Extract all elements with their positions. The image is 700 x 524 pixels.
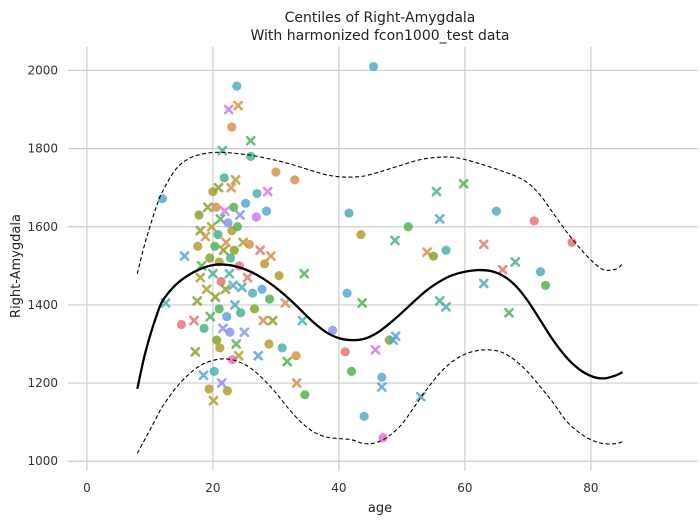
data-point-circle <box>341 347 350 356</box>
data-point-circle <box>291 351 300 360</box>
data-point-circle <box>347 367 356 376</box>
data-point-circle <box>404 222 413 231</box>
data-point-circle <box>193 242 202 251</box>
data-point-circle <box>252 212 261 221</box>
data-point-circle <box>213 230 222 239</box>
data-point-circle <box>230 246 239 255</box>
data-point-circle <box>278 343 287 352</box>
data-point-circle <box>369 62 378 71</box>
y-tick-label: 1800 <box>27 142 58 156</box>
data-point-circle <box>177 320 186 329</box>
data-point-circle <box>377 373 386 382</box>
data-point-circle <box>344 208 353 217</box>
data-point-circle <box>210 367 219 376</box>
data-point-circle <box>223 218 232 227</box>
data-point-circle <box>441 246 450 255</box>
data-point-circle <box>252 189 261 198</box>
x-tick-label: 80 <box>583 481 598 495</box>
data-point-circle <box>360 412 369 421</box>
data-point-circle <box>541 281 550 290</box>
data-point-circle <box>226 253 235 262</box>
data-point-circle <box>300 390 309 399</box>
y-axis-label: Right-Amygdala <box>9 214 24 318</box>
data-point-circle <box>222 312 231 321</box>
data-point-circle <box>241 199 250 208</box>
data-point-circle <box>262 207 271 216</box>
data-point-circle <box>265 294 274 303</box>
data-point-circle <box>356 230 365 239</box>
data-point-circle <box>246 152 255 161</box>
y-tick-label: 2000 <box>27 63 58 77</box>
data-point-circle <box>536 267 545 276</box>
data-point-circle <box>232 81 241 90</box>
data-point-circle <box>492 207 501 216</box>
data-point-circle <box>264 339 273 348</box>
x-tick-label: 60 <box>457 481 472 495</box>
data-point-circle <box>271 167 280 176</box>
data-point-circle <box>205 253 214 262</box>
data-point-circle <box>194 210 203 219</box>
data-point-circle <box>215 304 224 313</box>
y-tick-label: 1600 <box>27 220 58 234</box>
data-point-circle <box>220 173 229 182</box>
data-point-circle <box>245 240 254 249</box>
data-point-circle <box>199 324 208 333</box>
chart-subtitle: With harmonized fcon1000_test data <box>250 28 509 44</box>
x-axis-label: age <box>368 501 392 516</box>
data-point-circle <box>250 304 259 313</box>
data-point-circle <box>274 271 283 280</box>
data-point-circle <box>210 242 219 251</box>
y-tick-label: 1200 <box>27 376 58 390</box>
data-point-circle <box>530 216 539 225</box>
data-point-circle <box>248 289 257 298</box>
y-tick-label: 1000 <box>27 454 58 468</box>
data-point-circle <box>205 384 214 393</box>
data-point-circle <box>257 285 266 294</box>
x-tick-label: 0 <box>83 481 91 495</box>
data-point-circle <box>236 308 245 317</box>
data-point-circle <box>211 203 220 212</box>
data-point-circle <box>215 343 224 352</box>
data-point-circle <box>223 386 232 395</box>
data-point-circle <box>429 251 438 260</box>
y-tick-label: 1400 <box>27 298 58 312</box>
data-point-circle <box>225 328 234 337</box>
data-point-circle <box>290 175 299 184</box>
chart-title: Centiles of Right-Amygdala <box>285 10 476 26</box>
data-point-circle <box>233 222 242 231</box>
x-tick-label: 40 <box>331 481 346 495</box>
data-point-circle <box>342 289 351 298</box>
x-tick-label: 20 <box>205 481 220 495</box>
data-point-circle <box>227 123 236 132</box>
